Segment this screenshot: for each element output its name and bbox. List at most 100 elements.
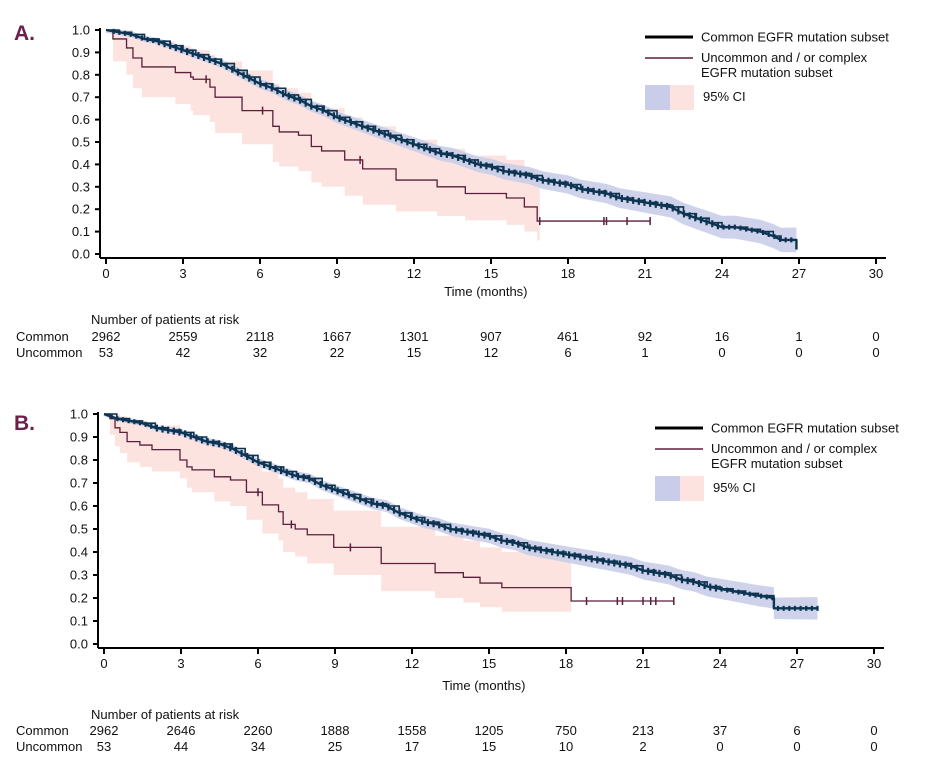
risk-cell: 2646 — [167, 723, 196, 738]
risk-cell: 0 — [795, 345, 802, 360]
risk-row-label-common: Common — [16, 329, 69, 344]
risk-cell: 1888 — [321, 723, 350, 738]
legend-ci-uncommon-swatch — [680, 476, 704, 501]
x-tick-label: 27 — [792, 266, 806, 281]
risk-cell: 213 — [632, 723, 654, 738]
risk-cell: 2559 — [169, 329, 198, 344]
y-tick-label: 0.8 — [72, 67, 90, 82]
risk-cell: 53 — [99, 345, 113, 360]
x-tick-label: 21 — [636, 656, 650, 671]
x-tick-label: 0 — [102, 266, 109, 281]
risk-cell: 16 — [715, 329, 729, 344]
risk-cell: 1205 — [475, 723, 504, 738]
risk-cell: 2 — [639, 739, 646, 754]
risk-row-label-uncommon: Uncommon — [16, 739, 82, 754]
risk-cell: 17 — [405, 739, 419, 754]
common-survival-curve-overlay — [103, 412, 818, 610]
risk-cell: 6 — [564, 345, 571, 360]
risk-cell: 0 — [872, 329, 879, 344]
y-tick-label: 1.0 — [72, 23, 90, 38]
x-tick-label: 27 — [790, 656, 804, 671]
risk-cell: 32 — [253, 345, 267, 360]
x-axis-title: Time (months) — [444, 284, 527, 299]
x-tick-label: 18 — [561, 266, 575, 281]
uncommon-ci-band — [104, 414, 572, 619]
x-tick-label: 6 — [256, 266, 263, 281]
x-axis-title: Time (months) — [442, 678, 525, 693]
risk-cell: 92 — [638, 329, 652, 344]
y-tick-label: 0.7 — [70, 476, 88, 491]
y-tick-label: 0.6 — [72, 112, 90, 127]
risk-cell: 750 — [555, 723, 577, 738]
legend-uncommon-label-line2: EGFR mutation subset — [701, 65, 833, 80]
y-tick-label: 0.5 — [72, 135, 90, 150]
legend-uncommon-label-line2: EGFR mutation subset — [711, 456, 843, 471]
risk-table-title: Number of patients at risk — [91, 707, 240, 722]
panel-b: B. 0.0 0.1 0.2 0.3 0.4 0.5 0.6 0.7 0.8 0.9 1.0 0 3 6 9 1… — [14, 407, 899, 755]
risk-cell: 2962 — [90, 723, 119, 738]
x-tick-label: 0 — [100, 656, 107, 671]
risk-cell: 22 — [330, 345, 344, 360]
x-tick-label: 9 — [333, 266, 340, 281]
risk-cell: 25 — [328, 739, 342, 754]
x-tick-label: 12 — [405, 656, 419, 671]
x-tick-label: 15 — [484, 266, 498, 281]
x-tick-label: 3 — [177, 656, 184, 671]
risk-cell: 2118 — [246, 329, 274, 344]
risk-cell: 34 — [251, 739, 265, 754]
risk-cell: 15 — [482, 739, 496, 754]
y-tick-label: 0.0 — [72, 247, 90, 262]
y-tick-label: 0.9 — [72, 45, 90, 60]
uncommon-survival-line — [104, 413, 674, 602]
panel-a: A. 0.0 0.1 0.2 0.3 0.4 0.5 0.6 0.7 0.8 0.9 1.0 0 3 6 9 1… — [14, 22, 889, 360]
y-tick-label: 0.0 — [70, 637, 88, 652]
risk-cell: 0 — [716, 739, 723, 754]
risk-cell: 1 — [795, 329, 802, 344]
panel-label: A. — [14, 22, 35, 45]
y-tick-label: 0.1 — [70, 614, 88, 629]
risk-cell: 2962 — [92, 329, 121, 344]
x-tick-label: 24 — [715, 266, 729, 281]
legend-ci-common-swatch — [645, 85, 670, 110]
risk-cell: 1558 — [398, 723, 427, 738]
risk-cell: 12 — [484, 345, 498, 360]
uncommon-survival-line — [106, 29, 651, 222]
risk-cell: 461 — [557, 329, 579, 344]
risk-row-label-uncommon: Uncommon — [16, 345, 82, 360]
x-tick-label: 12 — [407, 266, 421, 281]
risk-cell: 0 — [870, 723, 877, 738]
y-tick-label: 0.8 — [70, 453, 88, 468]
risk-table-title: Number of patients at risk — [91, 312, 240, 327]
x-tick-label: 24 — [713, 656, 727, 671]
x-tick-label: 30 — [869, 266, 883, 281]
risk-cell: 53 — [97, 739, 111, 754]
risk-cell: 1667 — [323, 329, 352, 344]
y-tick-label: 0.4 — [70, 545, 88, 560]
risk-cell: 0 — [872, 345, 879, 360]
y-tick-label: 0.1 — [72, 224, 90, 239]
y-tick-label: 0.7 — [72, 90, 90, 105]
risk-cell: 1 — [641, 345, 648, 360]
y-tick-label: 0.2 — [72, 202, 90, 217]
legend-uncommon-label-line1: Uncommon and / or complex — [701, 50, 868, 65]
risk-cell: 907 — [480, 329, 502, 344]
y-tick-label: 0.3 — [70, 568, 88, 583]
risk-cell: 10 — [559, 739, 573, 754]
y-tick-label: 0.5 — [70, 522, 88, 537]
risk-cell: 0 — [793, 739, 800, 754]
legend-ci-uncommon-swatch — [670, 85, 694, 110]
legend-common-label: Common EGFR mutation subset — [701, 30, 889, 45]
legend-uncommon-label-line1: Uncommon and / or complex — [711, 441, 878, 456]
risk-cell: 15 — [407, 345, 421, 360]
risk-cell: 0 — [718, 345, 725, 360]
risk-cell: 44 — [174, 739, 188, 754]
risk-row-label-common: Common — [16, 723, 69, 738]
y-tick-label: 0.3 — [72, 179, 90, 194]
risk-cell: 1301 — [400, 329, 429, 344]
risk-cell: 0 — [870, 739, 877, 754]
y-tick-label: 0.4 — [72, 157, 90, 172]
legend-ci-label: 95% CI — [703, 89, 746, 104]
x-tick-label: 15 — [482, 656, 496, 671]
x-tick-label: 21 — [638, 266, 652, 281]
